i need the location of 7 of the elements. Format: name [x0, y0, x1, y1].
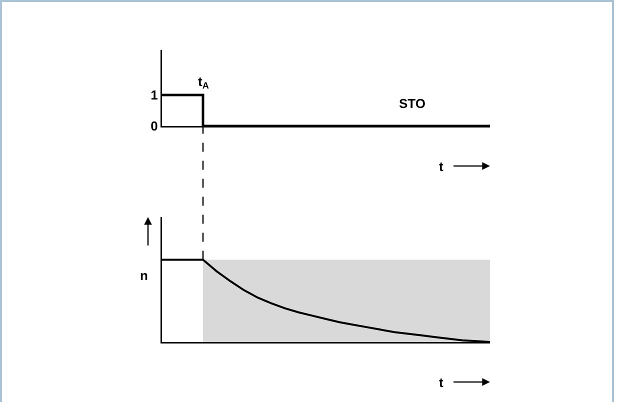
annotation: STO: [399, 96, 426, 111]
x-axis-title: t: [439, 159, 444, 174]
annotation: t$_{A}$: [198, 74, 210, 91]
y-tick-label: 0: [150, 118, 158, 134]
x-axis-title: t: [439, 375, 444, 390]
y-tick-label: 1: [150, 88, 158, 103]
y-axis-title: n: [140, 268, 148, 283]
